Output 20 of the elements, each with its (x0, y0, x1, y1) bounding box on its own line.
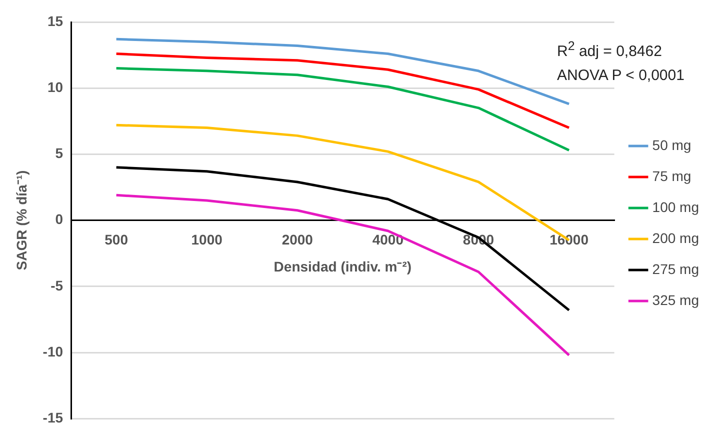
legend-label: 275 mg (652, 260, 700, 277)
y-tick-label: 15 (47, 12, 64, 29)
legend-label: 200 mg (652, 230, 700, 246)
y-tick-label: -10 (42, 343, 64, 360)
y-tick-label: 10 (47, 78, 64, 95)
x-tick-label: 2000 (282, 232, 314, 248)
legend-label: 100 mg (652, 198, 700, 215)
x-tick-label: 1000 (191, 232, 223, 248)
legend-label: 50 mg (652, 136, 692, 153)
y-tick-label: -5 (50, 277, 64, 294)
y-axis-title: SAGR (% día⁻¹) (13, 170, 30, 270)
x-tick-label: 500 (104, 232, 128, 248)
y-tick-label: 5 (55, 145, 64, 162)
annotation: R$^{2}$ adj = 0,8462 (557, 38, 663, 62)
y-tick-label: -15 (42, 409, 64, 426)
y-tick-label: 0 (55, 211, 64, 228)
x-axis-title: Densidad (indiv. m⁻²) (274, 258, 412, 274)
legend-label: 75 mg (652, 168, 692, 184)
annotation: ANOVA P < 0,0001 (557, 66, 684, 86)
legend-label: 325 mg (652, 292, 700, 308)
